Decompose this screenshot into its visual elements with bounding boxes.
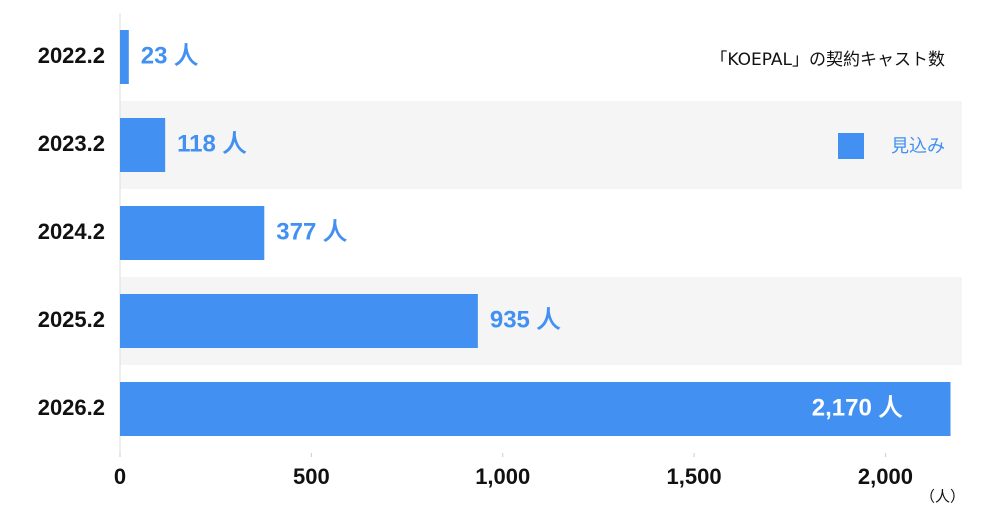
x-tick-label: 1,000 [475, 464, 530, 489]
x-tick-label: 500 [293, 464, 330, 489]
value-label: 377 人 [276, 218, 347, 245]
row-band [120, 101, 962, 189]
bar [120, 118, 166, 172]
chart-title: 「KOEPAL」の契約キャスト数 [710, 50, 945, 70]
y-tick-label: 2025.2 [38, 307, 105, 332]
y-tick-label: 2026.2 [38, 395, 105, 420]
value-label: 2,170 人 [812, 394, 903, 421]
legend-label: 見込み [891, 136, 945, 157]
y-tick-label: 2024.2 [38, 219, 105, 244]
x-tick-label: 1,500 [667, 464, 722, 489]
x-tick-label: 0 [114, 464, 126, 489]
legend-swatch [838, 133, 864, 159]
value-label: 23 人 [141, 42, 198, 69]
bar [120, 382, 951, 436]
y-tick-label: 2023.2 [38, 131, 105, 156]
value-label: 118 人 [177, 130, 246, 157]
bar [120, 30, 129, 84]
bar [120, 206, 265, 260]
x-tick-label: 2,000 [858, 464, 913, 489]
y-tick-label: 2022.2 [38, 43, 105, 68]
value-label: 935 人 [490, 306, 561, 333]
bar [120, 294, 478, 348]
x-axis-label: （人） [920, 488, 965, 506]
